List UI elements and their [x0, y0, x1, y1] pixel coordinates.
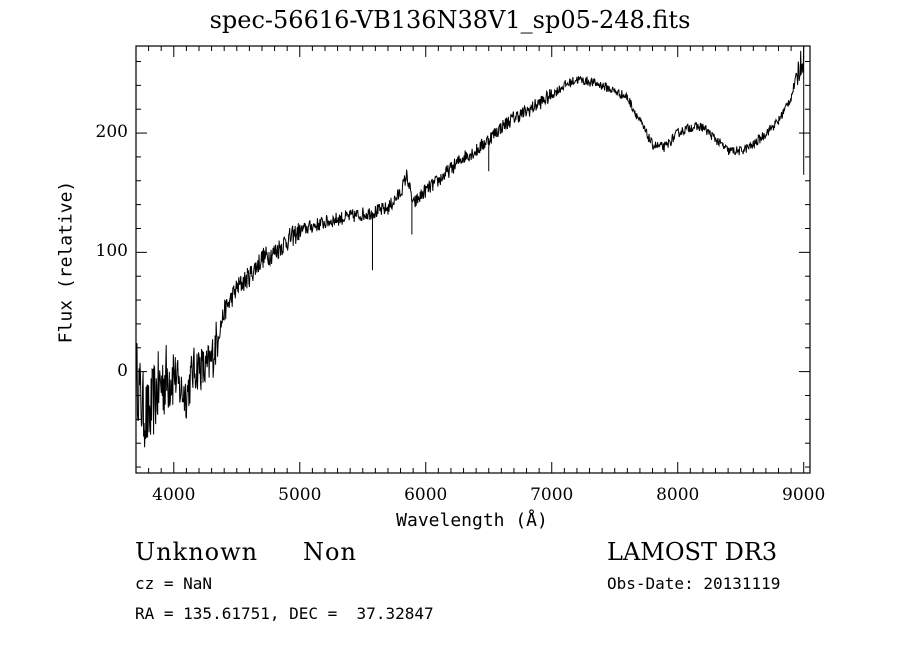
x-axis-ticks — [148, 46, 805, 473]
spectrum-spikes — [371, 55, 805, 271]
object-subclass: Non — [303, 538, 357, 566]
x-tick-label: 7000 — [530, 485, 574, 505]
x-axis-label: Wavelength (Å) — [396, 510, 548, 531]
plot-frame — [135, 45, 811, 474]
coordinates: RA = 135.61751, DEC = 37.32847 — [135, 604, 434, 623]
x-tick-label: 8000 — [656, 485, 700, 505]
survey-name: LAMOST DR3 — [607, 538, 778, 566]
redshift-value: cz = NaN — [135, 574, 213, 593]
y-tick-label: 100 — [95, 241, 128, 262]
observation-date: Obs-Date: 20131119 — [607, 574, 781, 593]
spectrum-line — [135, 45, 805, 448]
chart-title: spec-56616-VB136N38V1_sp05-248.fits — [209, 6, 691, 34]
x-tick-label: 5000 — [278, 485, 322, 505]
y-axis-ticks — [136, 61, 810, 468]
x-tick-label: 9000 — [782, 485, 826, 505]
y-axis-label: Flux (relative) — [55, 180, 77, 344]
x-tick-label: 6000 — [404, 485, 448, 505]
y-tick-label: 200 — [95, 122, 128, 143]
x-tick-label: 4000 — [152, 485, 196, 505]
y-tick-label: 0 — [117, 360, 128, 381]
object-class: Unknown — [135, 538, 259, 566]
